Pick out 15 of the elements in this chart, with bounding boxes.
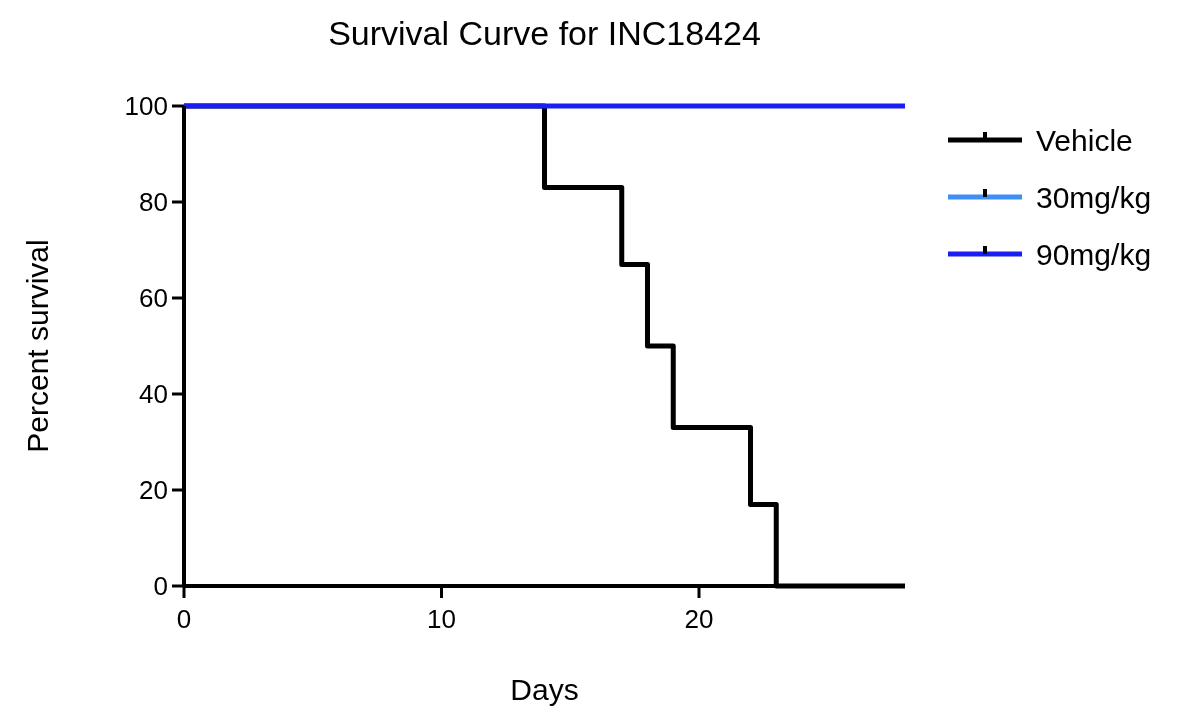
- x-tick-label: 20: [684, 604, 714, 634]
- y-tick-label: 20: [139, 475, 168, 506]
- y-axis-title: Percent survival: [21, 239, 54, 453]
- x-axis-title: Days: [510, 673, 579, 706]
- x-tick-label: 0: [176, 604, 192, 634]
- legend-label: 30mg/kg: [1036, 180, 1152, 214]
- y-tick-label: 60: [139, 283, 168, 314]
- chart-title: Survival Curve for INC18424: [328, 14, 761, 52]
- y-tick-label: 100: [124, 91, 168, 122]
- y-tick-label: 40: [139, 379, 168, 410]
- y-tick-label: 0: [153, 571, 168, 602]
- y-tick-label: 80: [139, 187, 168, 218]
- x-tick-label: 10: [427, 604, 456, 634]
- legend-label: Vehicle: [1036, 123, 1133, 157]
- legend-label: 90mg/kg: [1036, 237, 1152, 271]
